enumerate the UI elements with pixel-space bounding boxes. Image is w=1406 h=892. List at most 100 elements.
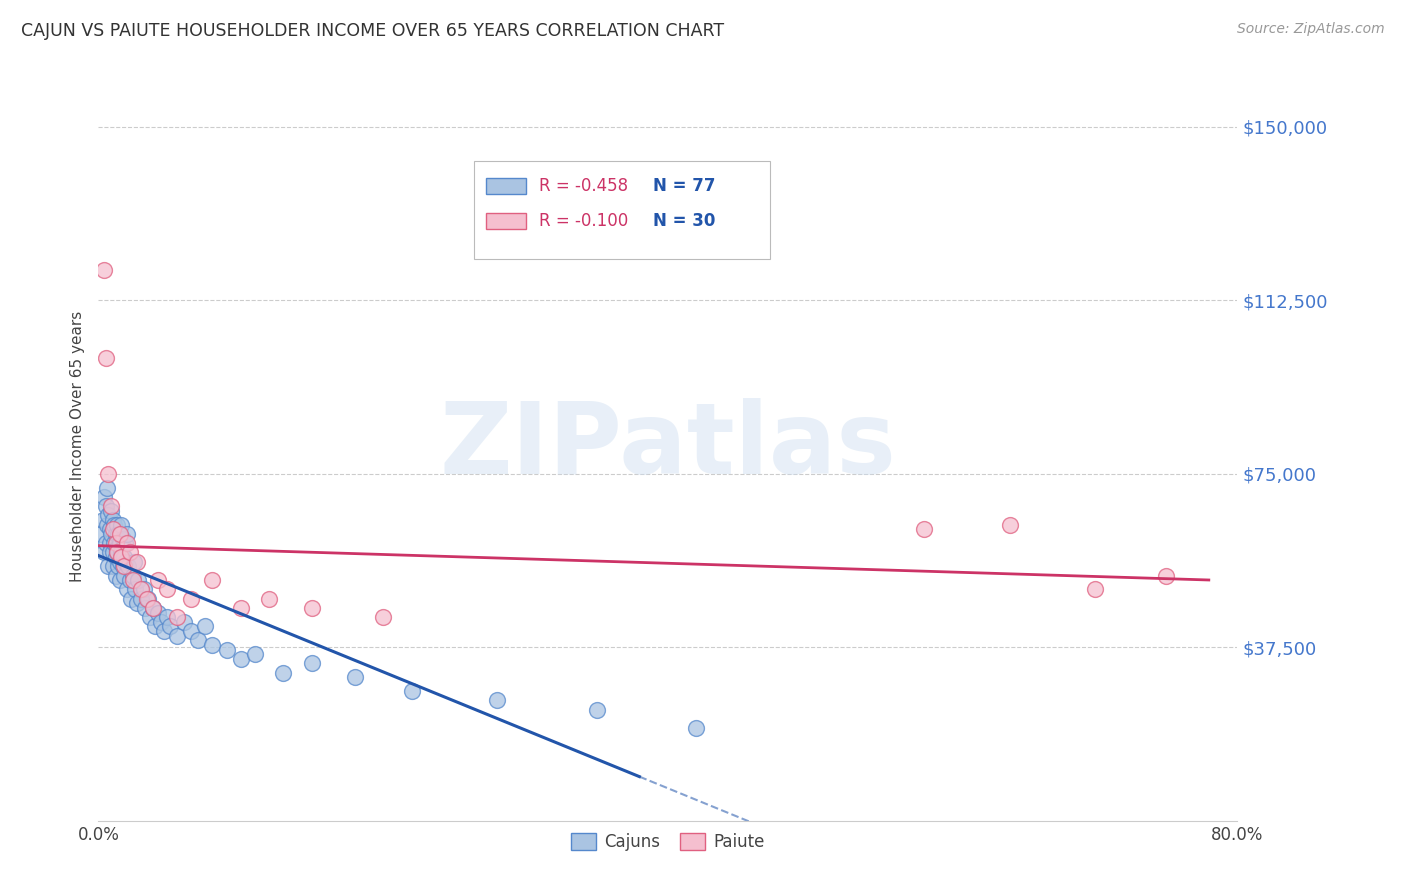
Point	[120, 591, 142, 606]
Point	[145, 619, 167, 633]
Text: R = -0.100: R = -0.100	[540, 212, 628, 230]
Point	[141, 600, 163, 615]
Point	[101, 513, 124, 527]
Point	[96, 481, 118, 495]
Point	[114, 555, 136, 569]
Point	[134, 600, 156, 615]
Point	[150, 615, 173, 629]
Point	[373, 610, 395, 624]
Point	[97, 467, 120, 481]
Point	[585, 703, 607, 717]
Point	[105, 545, 128, 559]
Point	[103, 536, 125, 550]
Point	[912, 522, 935, 536]
Point	[159, 619, 181, 633]
Legend: Cajuns, Paiute: Cajuns, Paiute	[558, 820, 778, 864]
Point	[108, 536, 131, 550]
Point	[98, 522, 121, 536]
Point	[127, 573, 149, 587]
Point	[301, 600, 323, 615]
Point	[101, 559, 124, 574]
Text: CAJUN VS PAIUTE HOUSEHOLDER INCOME OVER 65 YEARS CORRELATION CHART: CAJUN VS PAIUTE HOUSEHOLDER INCOME OVER …	[21, 22, 724, 40]
Point	[100, 504, 122, 518]
Point	[90, 527, 112, 541]
Point	[107, 559, 129, 574]
Point	[91, 513, 114, 527]
Point	[998, 517, 1021, 532]
Point	[104, 527, 127, 541]
Point	[124, 582, 146, 597]
Point	[229, 600, 252, 615]
Point	[129, 591, 152, 606]
Text: R = -0.458: R = -0.458	[540, 177, 628, 195]
Point	[343, 670, 366, 684]
Point	[115, 536, 138, 550]
Point	[115, 582, 138, 597]
Point	[96, 517, 118, 532]
Point	[180, 591, 202, 606]
Point	[401, 684, 423, 698]
Point	[118, 545, 141, 559]
Point	[110, 545, 132, 559]
Point	[301, 657, 323, 671]
Point	[148, 606, 170, 620]
Point	[112, 549, 135, 564]
Point	[243, 647, 266, 661]
Point	[98, 545, 121, 559]
Point	[166, 629, 188, 643]
Point	[180, 624, 202, 638]
Point	[107, 527, 129, 541]
Point	[136, 591, 159, 606]
Point	[93, 490, 115, 504]
Text: ZIPatlas: ZIPatlas	[440, 398, 896, 494]
Point	[153, 624, 176, 638]
FancyBboxPatch shape	[485, 178, 526, 194]
Point	[105, 541, 128, 555]
Point	[117, 559, 139, 574]
Point	[98, 536, 121, 550]
Point	[101, 545, 124, 559]
Point	[100, 499, 122, 513]
Point	[259, 591, 281, 606]
Point	[108, 555, 131, 569]
Point	[132, 582, 155, 597]
Point	[121, 568, 143, 582]
FancyBboxPatch shape	[485, 213, 526, 229]
Point	[110, 549, 132, 564]
Point	[187, 633, 209, 648]
Point	[104, 536, 127, 550]
Point	[108, 527, 131, 541]
Point	[122, 555, 145, 569]
Point	[194, 619, 217, 633]
Point	[114, 536, 136, 550]
Point	[93, 263, 115, 277]
Point	[94, 351, 117, 365]
Point	[94, 536, 117, 550]
Point	[129, 582, 152, 597]
Point	[112, 568, 135, 582]
Point	[115, 527, 138, 541]
Point	[105, 545, 128, 559]
Point	[97, 559, 120, 574]
Point	[201, 638, 224, 652]
Point	[100, 527, 122, 541]
Point	[118, 573, 141, 587]
Y-axis label: Householder Income Over 65 years: Householder Income Over 65 years	[70, 310, 86, 582]
Point	[104, 568, 127, 582]
Point	[201, 573, 224, 587]
Point	[93, 545, 115, 559]
Point	[148, 573, 170, 587]
Point	[135, 591, 157, 606]
Point	[156, 582, 179, 597]
Point	[111, 559, 134, 574]
Point	[1084, 582, 1107, 597]
Point	[166, 610, 188, 624]
Point	[125, 596, 148, 610]
Point	[108, 573, 131, 587]
Point	[229, 652, 252, 666]
Point	[273, 665, 295, 680]
Point	[101, 522, 124, 536]
FancyBboxPatch shape	[474, 161, 770, 259]
Point	[138, 610, 160, 624]
Point	[125, 555, 148, 569]
